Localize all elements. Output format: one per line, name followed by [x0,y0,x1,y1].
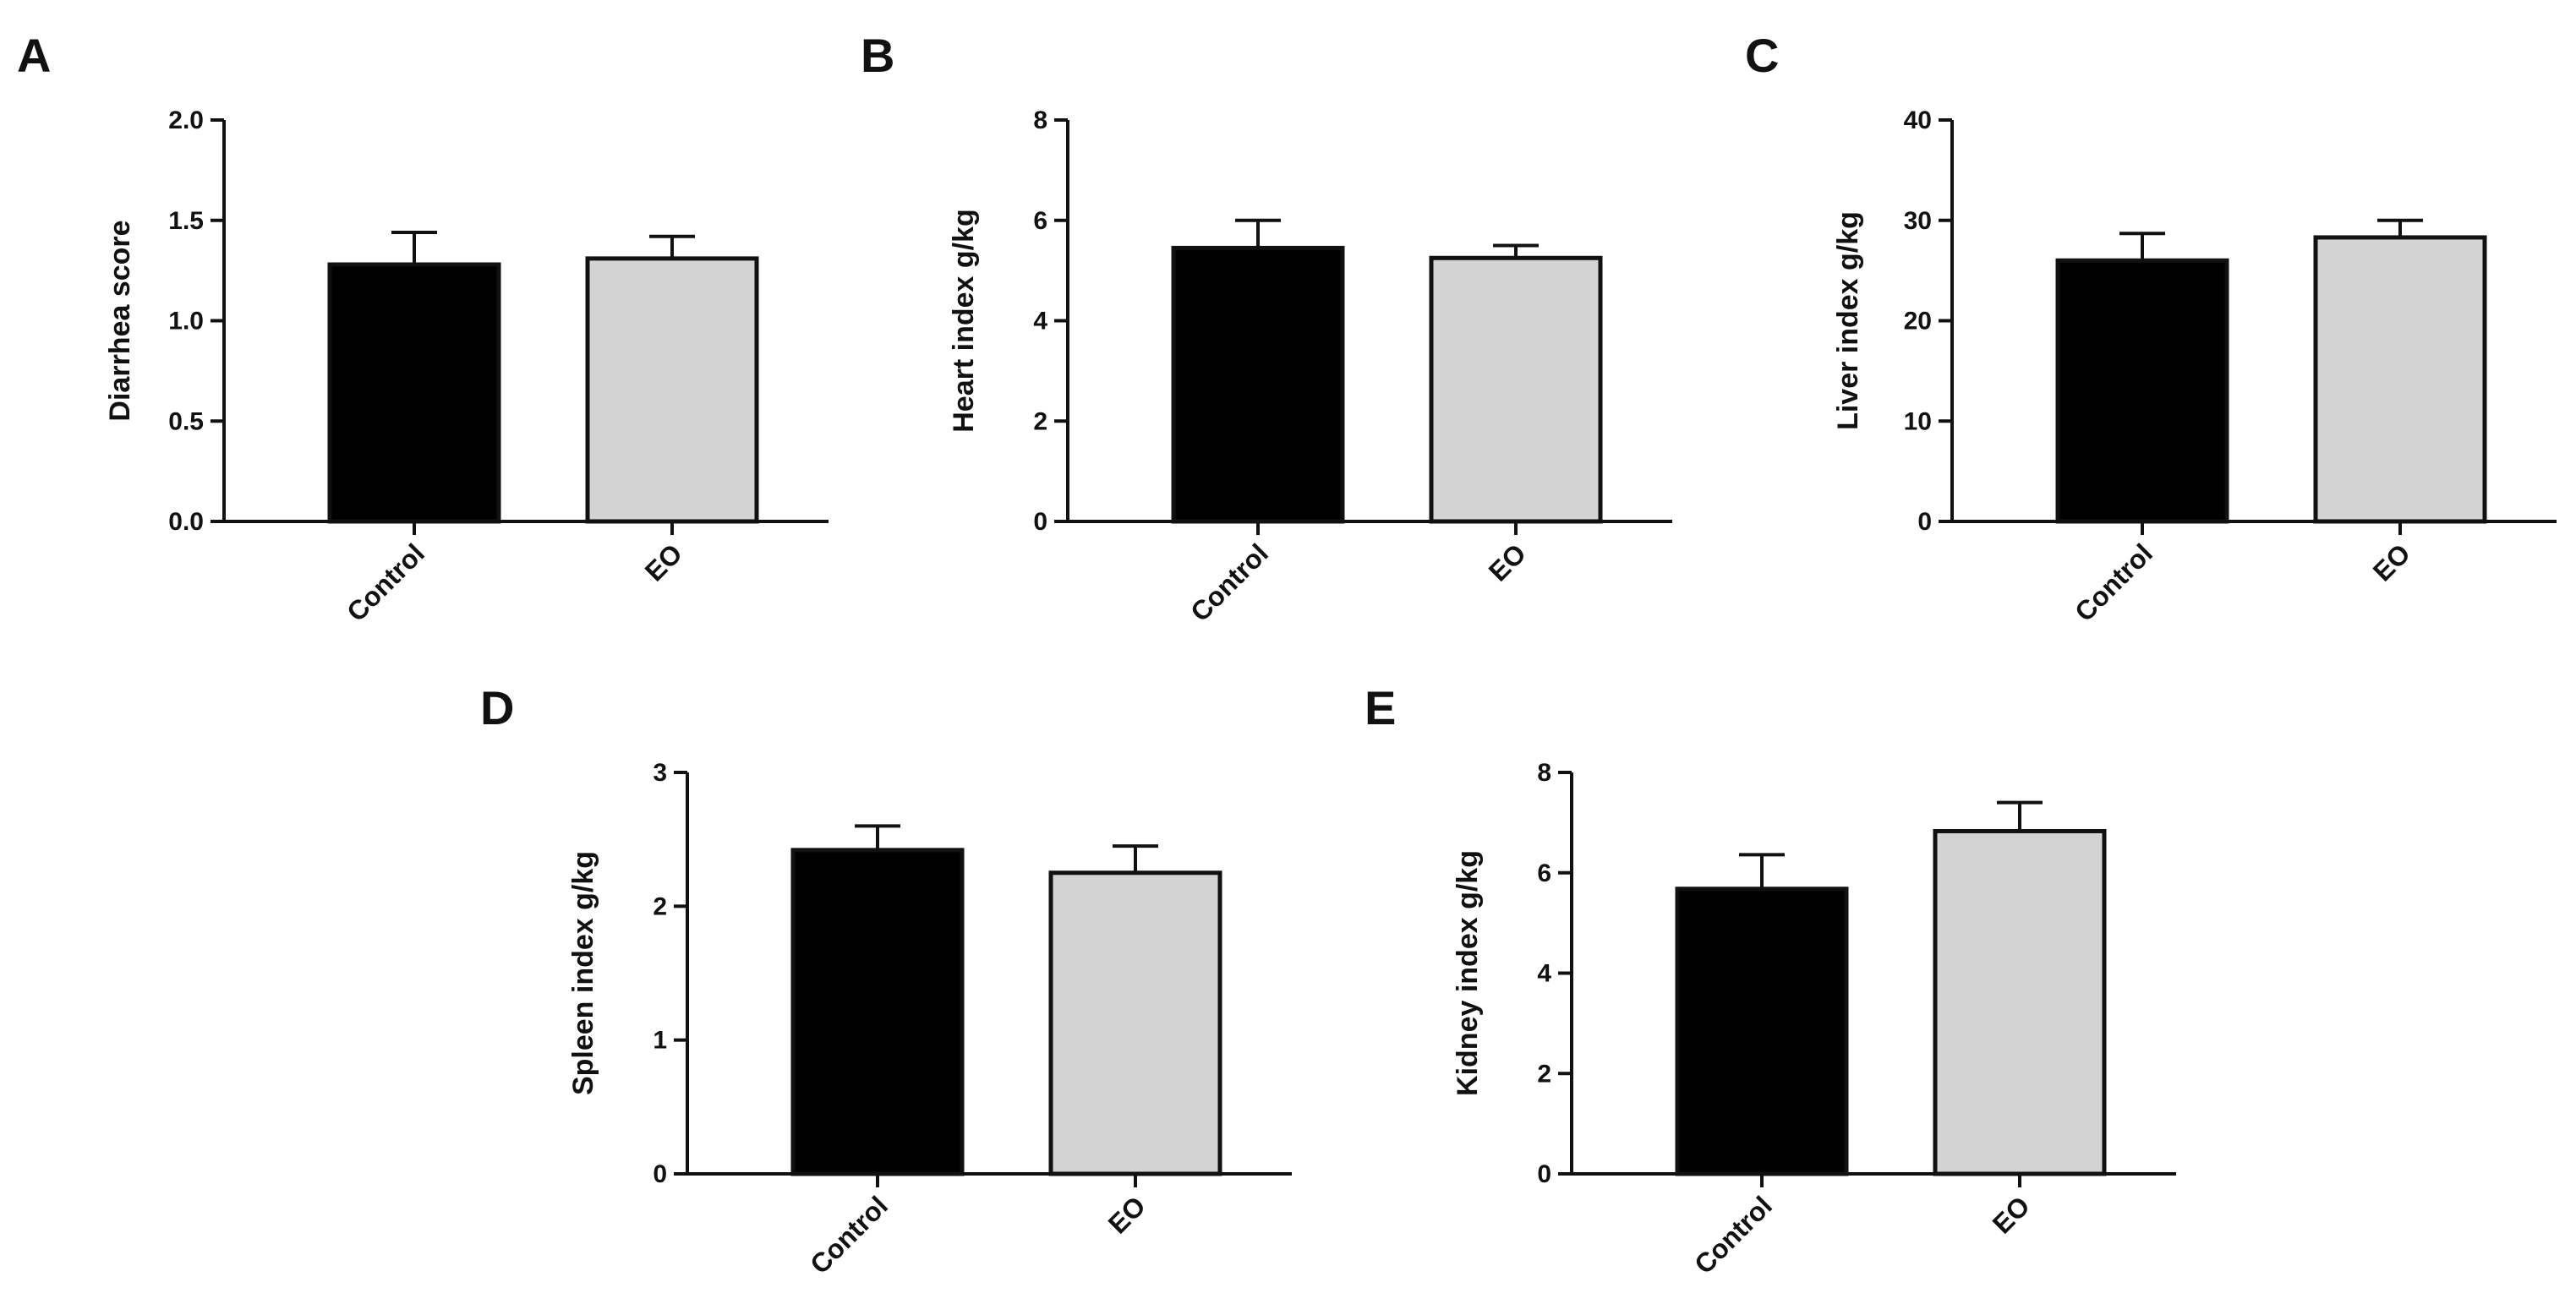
x-category-label: EO [1102,1190,1151,1239]
y-tick-label: 1.5 [168,207,204,235]
panel-E: E 0 2 4 6 8 Kidney index g/kg Control EO [1365,681,2176,1279]
bar-control [2055,258,2229,524]
y-tick-label: 2 [1033,407,1047,435]
y-axis-title: Spleen index g/kg [567,851,599,1095]
x-category-label: Control [1688,1190,1778,1279]
y-tick-label: 1.0 [168,308,204,336]
panel-D: D 0 1 2 3 Spleen index g/kg Control EO [480,681,1292,1279]
panel-A: A 0.0 0.5 1.0 1.5 2.0 Diarrhea score Control EO [17,29,829,627]
y-tick-label: 2 [653,892,667,920]
y-tick-label: 3 [653,759,667,787]
y-axis-title: Kidney index g/kg [1452,850,1484,1096]
y-tick-label: 0 [1537,1160,1551,1188]
y-tick-label: 10 [1904,407,1932,435]
y-axis-title: Heart index g/kg [948,209,980,433]
x-category-label: Control [804,1190,894,1279]
panel-C: C 0 10 20 30 40 Liver index g/kg Control EO [1745,29,2557,627]
y-tick-label: 0 [653,1160,667,1188]
bar-control [1171,245,1345,524]
y-tick-label: 40 [1904,106,1932,134]
y-tick-label: 8 [1033,106,1047,134]
panel-letter: C [1745,29,1779,82]
y-tick-label: 1 [653,1027,667,1055]
y-tick-label: 20 [1904,308,1932,336]
y-tick-label: 0 [1033,508,1047,536]
y-tick-label: 0.5 [168,407,204,435]
x-category-label: Control [341,537,430,627]
y-tick-label: 4 [1537,960,1551,988]
y-tick-label: 6 [1033,207,1047,235]
bar-eo [585,256,759,524]
x-category-label: EO [2367,537,2416,587]
panel-letter: E [1365,681,1396,734]
y-tick-label: 2 [1537,1060,1551,1088]
panel-letter: A [17,29,51,82]
x-category-label: EO [1987,1190,2036,1239]
x-category-label: EO [1483,537,1532,587]
y-tick-label: 6 [1537,859,1551,887]
x-category-label: EO [639,537,688,587]
panel-letter: D [480,681,514,734]
y-tick-label: 0 [1917,508,1932,536]
bar-control [1675,887,1849,1176]
bar-eo [1048,870,1222,1176]
y-axis-title: Liver index g/kg [1832,211,1864,430]
y-tick-label: 8 [1537,759,1551,787]
panel-letter: B [861,29,894,82]
y-tick-label: 0.0 [168,508,204,536]
panel-B: B 0 2 4 6 8 Heart index g/kg Control EO [861,29,1672,627]
bar-control [790,848,965,1176]
bar-control [327,262,501,524]
y-axis-title: Diarrhea score [104,220,136,421]
bar-eo [2313,235,2487,524]
bar-eo [1429,255,1603,524]
x-category-label: Control [2069,537,2158,627]
y-tick-label: 2.0 [168,106,204,134]
y-tick-label: 30 [1904,207,1932,235]
bar-eo [1933,828,2107,1176]
x-category-label: Control [1184,537,1274,627]
y-tick-label: 4 [1033,308,1047,336]
